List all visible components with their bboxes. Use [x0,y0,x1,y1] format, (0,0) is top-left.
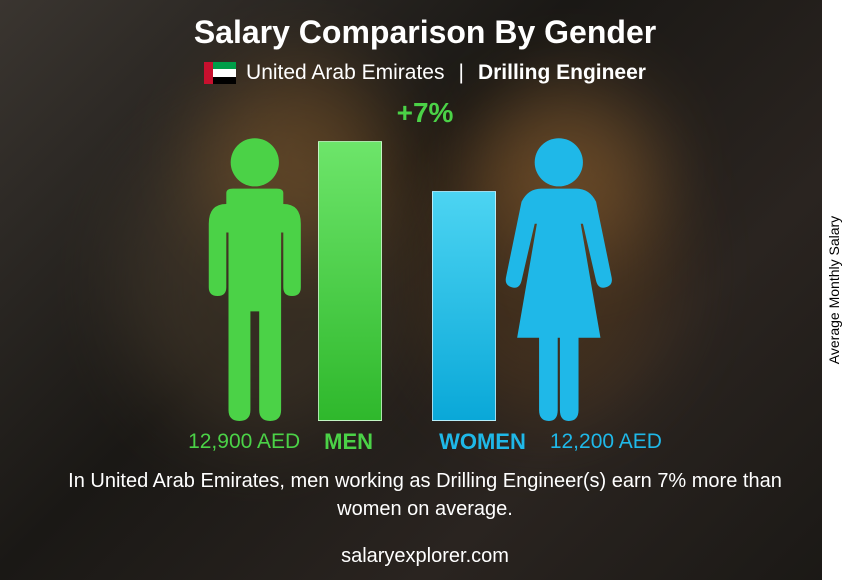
men-bar [318,141,382,421]
page-title: Salary Comparison By Gender [0,0,850,51]
uae-flag-icon [204,62,236,84]
caption: In United Arab Emirates, men working as … [0,467,850,523]
subtitle: United Arab Emirates | Drilling Engineer [0,61,850,85]
subtitle-job: Drilling Engineer [478,61,646,85]
site-credit: salaryexplorer.com [0,545,850,568]
women-label: WOMEN [439,429,526,455]
men-group [200,136,382,421]
subtitle-separator: | [458,61,463,85]
subtitle-country: United Arab Emirates [246,61,444,85]
men-label: MEN [324,429,373,455]
woman-icon [504,136,614,421]
women-group [432,136,614,421]
women-salary: 12,200 AED [550,430,662,454]
bottom-labels: 12,900 AED MEN WOMEN 12,200 AED [0,429,850,455]
man-icon [200,136,310,421]
pct-diff-label: +7% [397,97,454,129]
chart-area: +7% 12,900 AED MEN WOMEN 1 [0,93,850,473]
men-salary: 12,900 AED [188,430,300,454]
women-bar [432,191,496,421]
